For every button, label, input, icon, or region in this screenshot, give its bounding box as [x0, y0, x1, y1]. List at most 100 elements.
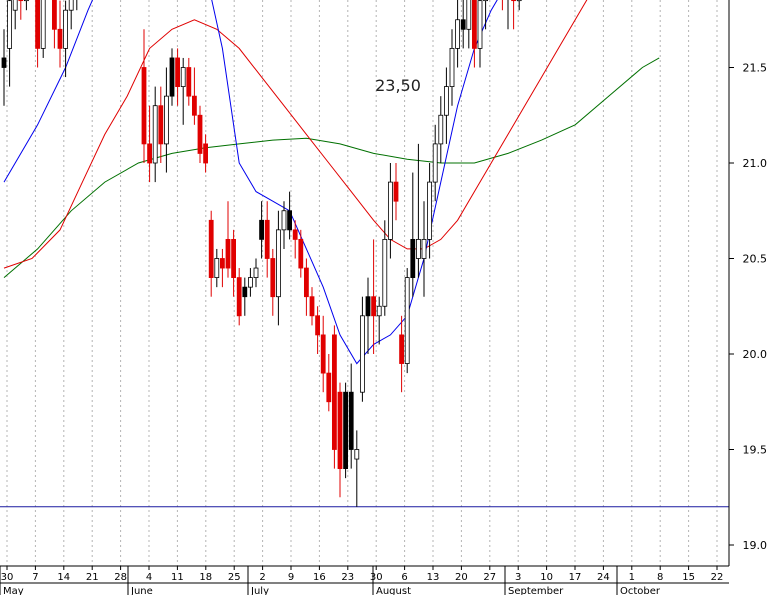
candlestick: [387, 163, 393, 259]
candlestick: [163, 67, 169, 173]
candle-body: [298, 238, 304, 269]
candle-body: [460, 19, 466, 30]
x-day-tick-label: 15: [682, 572, 695, 583]
candle-body: [208, 219, 214, 279]
x-day-tick-label: 22: [711, 572, 724, 583]
y-tick-label: 20.0: [743, 348, 768, 361]
candle-body: [231, 238, 237, 278]
candle-body: [516, 0, 522, 2]
candlestick: [219, 248, 225, 288]
candle-body: [225, 238, 231, 269]
candle-body: [438, 114, 444, 145]
candle-body: [320, 334, 326, 374]
candle-body: [40, 0, 46, 49]
candle-body: [57, 28, 63, 49]
candlestick: [298, 229, 304, 278]
candlestick: [147, 105, 153, 183]
moving-average-medium-line: [3, 0, 588, 269]
candlestick: [175, 48, 181, 106]
candlestick: [348, 363, 354, 469]
candle-body: [443, 86, 449, 116]
candlestick: [507, 0, 509, 30]
y-tick-label: 19.0: [743, 539, 768, 552]
candle-body: [141, 67, 147, 145]
candle-body: [236, 277, 242, 317]
candlestick: [404, 268, 410, 374]
candlestick: [320, 315, 326, 393]
candle-body: [292, 229, 298, 240]
x-day-tick-label: 10: [540, 572, 553, 583]
candle-body: [455, 19, 461, 49]
candlestick: [343, 382, 349, 479]
candlestick: [1, 29, 7, 106]
candle-body: [371, 296, 377, 317]
candlestick: [12, 0, 18, 30]
candle-body: [387, 181, 393, 240]
candle-body: [68, 0, 74, 11]
x-day-tick-label: 20: [455, 572, 468, 583]
candle-body: [348, 391, 354, 450]
candlestick: [483, 0, 489, 30]
candle-body: [399, 334, 405, 364]
x-day-tick-label: 7: [32, 572, 38, 583]
candle-body: [466, 0, 472, 30]
candlestick: [471, 0, 477, 68]
candlestick: [315, 306, 321, 354]
candle-body: [7, 0, 12, 49]
candle-body: [175, 57, 181, 88]
candle-body: [264, 219, 270, 259]
candle-body: [23, 0, 29, 2]
candlestick: [427, 163, 433, 259]
candlestick: [7, 0, 12, 87]
candle-body: [259, 219, 265, 240]
candle-body: [315, 315, 321, 336]
candlestick: [443, 67, 449, 144]
x-day-tick-label: 3: [515, 572, 521, 583]
candle-body: [242, 286, 248, 298]
candlestick: [208, 210, 214, 297]
y-tick-label: 21.0: [743, 157, 768, 170]
candlesticks: [1, 0, 522, 507]
candlestick: [197, 105, 203, 163]
candlestick: [460, 0, 466, 49]
x-day-tick-label: 14: [57, 572, 70, 583]
x-month-label: June: [130, 586, 153, 595]
moving-average-long-line: [3, 57, 660, 278]
level-annotation: 23,50: [375, 76, 421, 95]
x-month-label: October: [620, 586, 661, 595]
x-day-tick-label: 27: [483, 572, 496, 583]
candlestick: [225, 201, 231, 278]
candle-body: [1, 57, 7, 68]
candle-body: [309, 296, 315, 317]
grid-lines: [6, 0, 718, 566]
x-day-tick-label: 23: [341, 572, 354, 583]
candlestick: [231, 229, 237, 297]
candlestick: [511, 0, 517, 30]
candle-body: [253, 267, 259, 278]
candlestick: [399, 315, 405, 393]
candle-body: [152, 105, 158, 164]
candlestick: [466, 0, 472, 49]
candle-body: [275, 229, 281, 298]
candle-body: [365, 296, 371, 317]
candlestick: [455, 0, 461, 68]
candle-body: [421, 238, 427, 259]
candle-body: [326, 372, 332, 403]
candlestick: [57, 0, 63, 68]
x-day-tick-label: 4: [146, 572, 152, 583]
candlestick: [477, 0, 483, 68]
candlestick: [18, 0, 24, 20]
x-day-tick-label: 16: [313, 572, 326, 583]
candlestick: [371, 239, 377, 354]
candlestick: [410, 172, 416, 297]
x-month-label: September: [508, 586, 564, 595]
candlestick: [337, 382, 343, 498]
y-tick-label: 20.5: [743, 253, 768, 266]
candle-body: [169, 57, 175, 97]
candlestick: [393, 163, 399, 221]
x-day-tick-label: 28: [114, 572, 127, 583]
candlestick: [169, 48, 175, 106]
